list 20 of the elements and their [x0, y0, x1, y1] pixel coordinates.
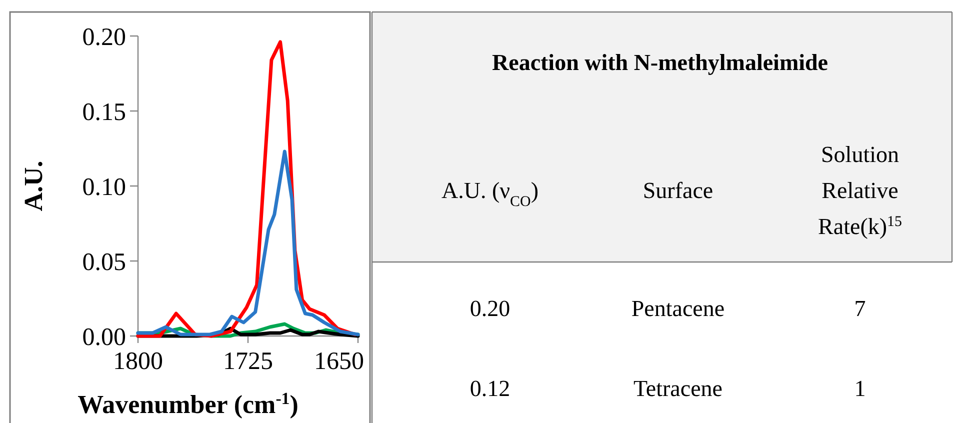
y-tick-label: 0.00: [82, 324, 126, 351]
text: 0.12: [470, 376, 510, 402]
y-tick-label: 0.20: [82, 24, 126, 51]
y-tick-label: 0.05: [82, 248, 126, 276]
x-tick-label: 1650: [314, 348, 364, 375]
category-label: A.U. (ν$_{CO}$): [442, 178, 538, 210]
x-tick-label: 1725: [223, 348, 273, 375]
y-tick-label: 0.10: [82, 174, 126, 201]
category-label: Solution Relative Rate(k)$^{15}$: [818, 142, 902, 240]
y-tick-label: 0.15: [82, 98, 126, 126]
x-tick-label: 1800: [113, 348, 163, 375]
category-label: Surface: [642, 178, 714, 204]
y-axis-title: A.U.: [19, 160, 48, 212]
x-axis-title: Wavenumber (cm$^{-1}$): [78, 388, 298, 419]
text: Pentacene: [631, 296, 725, 322]
text: Tetracene: [633, 376, 723, 402]
text: 7: [854, 296, 866, 322]
text: 1: [854, 376, 866, 402]
text: 0.20: [470, 296, 510, 322]
text: Reaction with N-methylmaleimide: [492, 50, 828, 75]
